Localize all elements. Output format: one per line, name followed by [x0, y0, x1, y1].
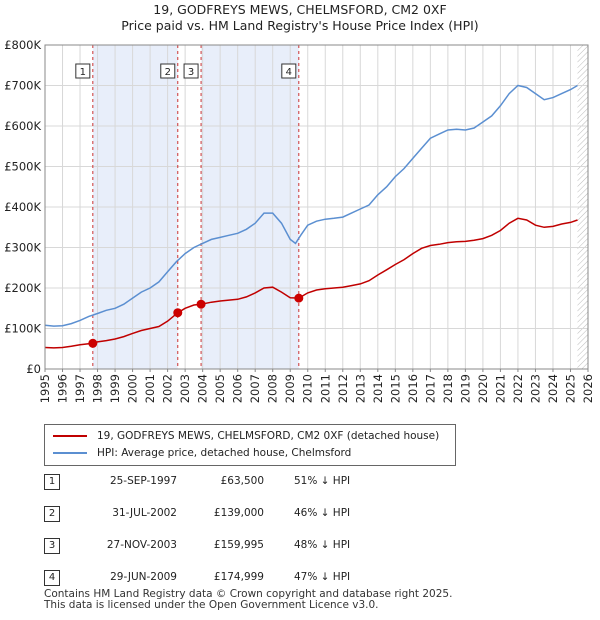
transaction-number: 4 [44, 570, 60, 586]
x-tick-label: 2014 [371, 374, 385, 403]
plot-frame [44, 44, 589, 370]
property-series-line [44, 217, 578, 349]
x-tick-label: 1997 [73, 374, 87, 403]
x-tick-label: 2011 [318, 374, 332, 403]
sale-point [294, 293, 304, 303]
transaction-date: 27-NOV-2003 [106, 539, 177, 551]
x-tick-label: 2002 [161, 374, 175, 403]
footer: Contains HM Land Registry data © Crown c… [44, 589, 452, 611]
x-tick-label: 2005 [213, 374, 227, 403]
x-tick-label: 2012 [336, 374, 350, 403]
y-tick-label: £200K [4, 281, 41, 295]
sale-label-box [183, 63, 199, 79]
x-tick-label: 2010 [301, 374, 315, 403]
transaction-hpi: 51% ↓ HPI [294, 475, 351, 487]
x-tick-label: 2024 [546, 374, 560, 403]
sale-point [196, 299, 206, 309]
x-tick-label: 1995 [38, 374, 52, 403]
sale-label-box [160, 63, 176, 79]
legend-label-property: 19, GODFREYS MEWS, CHELMSFORD, CM2 0XF (… [97, 430, 440, 442]
footer-line2: This data is licensed under the Open Gov… [44, 599, 379, 611]
y-tick-label: £100K [4, 322, 41, 336]
transaction-hpi: 48% ↓ HPI [294, 539, 351, 551]
transaction-date: 29-JUN-2009 [110, 571, 177, 583]
legend-item-hpi: HPI: Average price, detached house, Chel… [53, 446, 351, 460]
transaction-hpi: 46% ↓ HPI [294, 507, 351, 519]
x-tick-label: 2020 [476, 374, 490, 403]
x-tick-label: 2004 [196, 374, 210, 403]
sale-label: 1 [80, 67, 86, 78]
transaction-date: 31-JUL-2002 [112, 507, 177, 519]
chart-title-line1: 19, GODFREYS MEWS, CHELMSFORD, CM2 0XF [153, 2, 447, 17]
table-row: 3 27-NOV-2003 £159,995 48% ↓ HPI [44, 538, 444, 556]
transaction-price: £159,995 [213, 539, 264, 551]
x-tick-label: 2015 [388, 374, 402, 403]
sale-point [88, 338, 98, 348]
x-tick-label: 2018 [441, 374, 455, 403]
x-tick-label: 2022 [511, 374, 525, 403]
sale-label: 3 [188, 67, 194, 78]
x-tick-label: 2026 [581, 374, 595, 403]
legend-swatch-property [53, 435, 87, 437]
transaction-price: £139,000 [213, 507, 264, 519]
x-tick-label: 2001 [143, 374, 157, 403]
sale-point [173, 308, 183, 318]
transaction-price: £174,999 [213, 571, 264, 583]
y-tick-label: £600K [4, 119, 41, 133]
x-tick-label: 2019 [458, 374, 472, 403]
x-tick-label: 2008 [266, 374, 280, 403]
table-row: 1 25-SEP-1997 £63,500 51% ↓ HPI [44, 474, 444, 492]
x-tick-label: 2003 [178, 374, 192, 403]
legend: 19, GODFREYS MEWS, CHELMSFORD, CM2 0XF (… [44, 424, 456, 466]
x-tick-label: 1999 [108, 374, 122, 403]
y-tick-label: £800K [4, 38, 41, 52]
transaction-number: 2 [44, 506, 60, 522]
y-tick-label: £300K [4, 241, 41, 255]
x-tick-label: 2016 [406, 374, 420, 403]
sale-label: 2 [165, 67, 171, 78]
x-tick-label: 1996 [56, 374, 70, 403]
x-tick-label: 2009 [283, 374, 297, 403]
x-tick-label: 2025 [563, 374, 577, 403]
x-tick-label: 2006 [231, 374, 245, 403]
legend-swatch-hpi [53, 452, 87, 454]
transaction-date: 25-SEP-1997 [109, 475, 177, 487]
y-tick-label: £500K [4, 160, 41, 174]
table-row: 4 29-JUN-2009 £174,999 47% ↓ HPI [44, 570, 444, 588]
price-chart: 1 2 3 4 £0 £100K £200K £300K £400K £500K £600K £700… [4, 38, 595, 403]
transaction-number: 1 [44, 474, 60, 490]
hpi-series-line [44, 84, 578, 327]
y-tick-label: £700K [4, 79, 41, 93]
table-row: 2 31-JUL-2002 £139,000 46% ↓ HPI [44, 506, 444, 524]
y-tick-label: £400K [4, 200, 41, 214]
sale-label: 4 [286, 67, 292, 78]
footer-line1: Contains HM Land Registry data © Crown c… [44, 588, 453, 600]
x-tick-label: 2021 [493, 374, 507, 403]
transaction-price: £63,500 [220, 475, 264, 487]
x-tick-label: 2007 [248, 374, 262, 403]
transaction-number: 3 [44, 538, 60, 554]
x-tick-label: 2000 [126, 374, 140, 403]
x-tick-label: 2017 [423, 374, 437, 403]
y-tick-label: £0 [26, 362, 41, 376]
transaction-hpi: 47% ↓ HPI [294, 571, 351, 583]
legend-item-property: 19, GODFREYS MEWS, CHELMSFORD, CM2 0XF (… [53, 429, 439, 443]
x-tick-label: 2023 [528, 374, 542, 403]
chart-title-line2: Price paid vs. HM Land Registry's House … [121, 18, 479, 33]
sale-label-box [281, 63, 297, 79]
x-tick-label: 1998 [91, 374, 105, 403]
x-tick-label: 2013 [353, 374, 367, 403]
legend-label-hpi: HPI: Average price, detached house, Chel… [97, 447, 352, 459]
sale-label-box [75, 63, 91, 79]
